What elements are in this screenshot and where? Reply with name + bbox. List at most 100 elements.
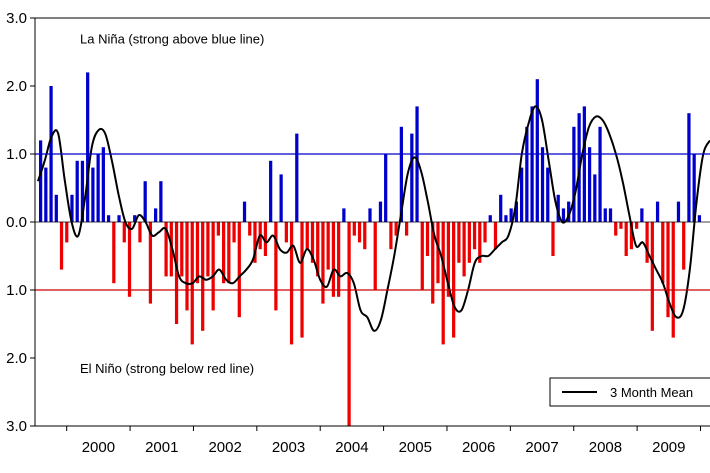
bar [321,222,325,304]
bar [561,208,566,222]
bar [127,222,132,297]
x-tick-label: 2000 [82,439,115,456]
bar [174,222,179,324]
bar [425,222,430,256]
bar [635,222,639,229]
bar [452,222,456,338]
bar [305,222,309,250]
bar [431,222,435,304]
bar [614,222,618,236]
bar [316,222,320,277]
bar [122,222,126,243]
axes-layer [30,17,710,431]
bar [154,208,158,222]
bar [91,167,95,222]
x-tick-label: 2004 [335,439,368,456]
bar [195,222,200,284]
bar [96,154,100,222]
bar [373,222,377,290]
bar [535,79,539,222]
bar [269,160,273,222]
bar [289,222,294,345]
bar [441,222,445,345]
bar [279,174,283,222]
bar [352,222,356,236]
bar [546,167,550,222]
bar [488,215,492,222]
x-tick-label: 2002 [208,439,241,456]
bar [671,222,675,338]
bar [112,222,116,284]
bar [540,147,545,222]
y-tick-label: 1.0 [6,146,27,163]
bar [514,201,519,222]
bar [655,201,660,222]
la-nina-annotation: La Niña (strong above blue line) [80,31,264,46]
x-tick-label: 2007 [525,439,558,456]
y-tick-label: 2.0 [6,78,27,95]
bar [608,208,613,222]
bar [420,222,424,290]
annotations-layer: La Niña (strong above blue line) El Niño … [80,31,264,376]
bar [446,222,451,297]
bar [682,222,686,270]
bar [520,167,524,222]
bar [666,222,670,318]
bar [347,222,351,426]
bar [556,194,560,222]
bar [624,222,628,256]
bar [619,222,623,229]
bar [504,215,508,222]
bar [242,201,247,222]
bar [457,222,461,263]
bar [206,222,210,277]
bar [221,222,226,284]
bar [462,222,466,277]
bar [232,222,236,243]
bar [164,222,168,277]
y-tick-label: 3.0 [6,10,27,27]
y-tick-label: 0.0 [6,214,27,231]
bar [467,222,471,263]
bar [640,208,644,222]
bar [274,222,278,311]
bar [384,154,388,222]
bar [38,140,43,222]
y-tick-label: 2.0 [6,350,27,367]
bar [138,222,142,243]
bar [44,167,48,222]
bar [582,106,586,222]
x-tick-label: 2009 [652,439,685,456]
legend: 3 Month Mean [549,377,710,407]
reference-lines-layer [35,153,710,291]
bar [687,113,691,222]
bar [410,133,414,222]
bar [117,215,121,222]
bar [337,222,341,297]
bar [185,222,189,311]
bar [363,222,367,250]
legend-label: 3 Month Mean [610,385,693,400]
bars-layer [38,72,702,426]
bar [378,201,383,222]
bar [201,222,205,331]
bar [248,222,252,236]
bar [159,181,163,222]
x-tick-label: 2001 [145,439,178,456]
three-month-mean-line [37,105,710,332]
bar [263,222,268,256]
y-tick-label: 3.0 [6,418,27,435]
bar [227,222,231,284]
bar [59,222,64,270]
bar [525,126,529,222]
bar [86,72,90,223]
bar [499,194,503,222]
bar [70,194,74,222]
three-month-mean-layer [37,105,710,332]
bar [300,222,304,338]
x-tick-label: 2005 [399,439,432,456]
bar [211,222,215,311]
bar [692,154,696,222]
bar [148,222,153,304]
